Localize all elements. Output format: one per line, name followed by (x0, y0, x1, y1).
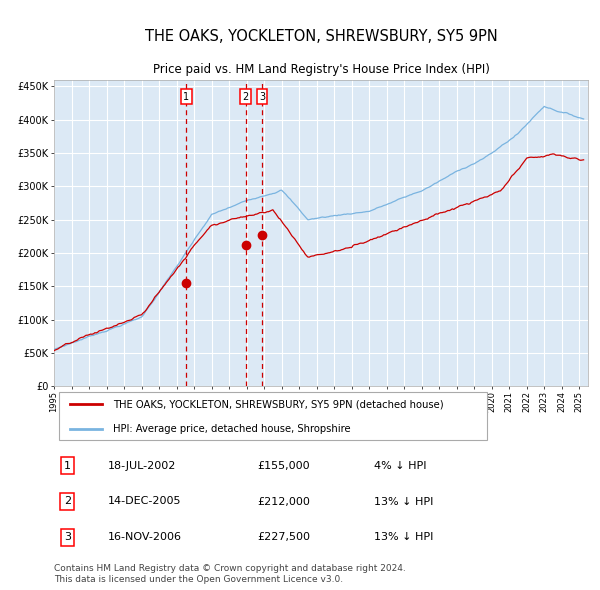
Text: 14-DEC-2005: 14-DEC-2005 (107, 497, 181, 506)
Text: 13% ↓ HPI: 13% ↓ HPI (374, 532, 434, 542)
Text: 2: 2 (64, 497, 71, 506)
Text: THE OAKS, YOCKLETON, SHREWSBURY, SY5 9PN: THE OAKS, YOCKLETON, SHREWSBURY, SY5 9PN (145, 29, 497, 44)
Text: 3: 3 (64, 532, 71, 542)
Text: £227,500: £227,500 (257, 532, 310, 542)
Text: 4% ↓ HPI: 4% ↓ HPI (374, 461, 427, 471)
Text: THE OAKS, YOCKLETON, SHREWSBURY, SY5 9PN (detached house): THE OAKS, YOCKLETON, SHREWSBURY, SY5 9PN… (113, 399, 443, 409)
Text: Contains HM Land Registry data © Crown copyright and database right 2024.
This d: Contains HM Land Registry data © Crown c… (54, 565, 406, 584)
Text: 13% ↓ HPI: 13% ↓ HPI (374, 497, 434, 506)
Text: 16-NOV-2006: 16-NOV-2006 (107, 532, 181, 542)
Text: Price paid vs. HM Land Registry's House Price Index (HPI): Price paid vs. HM Land Registry's House … (152, 63, 490, 76)
Text: 1: 1 (183, 91, 189, 101)
Text: 3: 3 (259, 91, 265, 101)
Text: HPI: Average price, detached house, Shropshire: HPI: Average price, detached house, Shro… (113, 424, 350, 434)
Text: 1: 1 (64, 461, 71, 471)
Text: 18-JUL-2002: 18-JUL-2002 (107, 461, 176, 471)
Text: £212,000: £212,000 (257, 497, 310, 506)
Text: £155,000: £155,000 (257, 461, 310, 471)
FancyBboxPatch shape (59, 392, 487, 440)
Text: 2: 2 (242, 91, 249, 101)
